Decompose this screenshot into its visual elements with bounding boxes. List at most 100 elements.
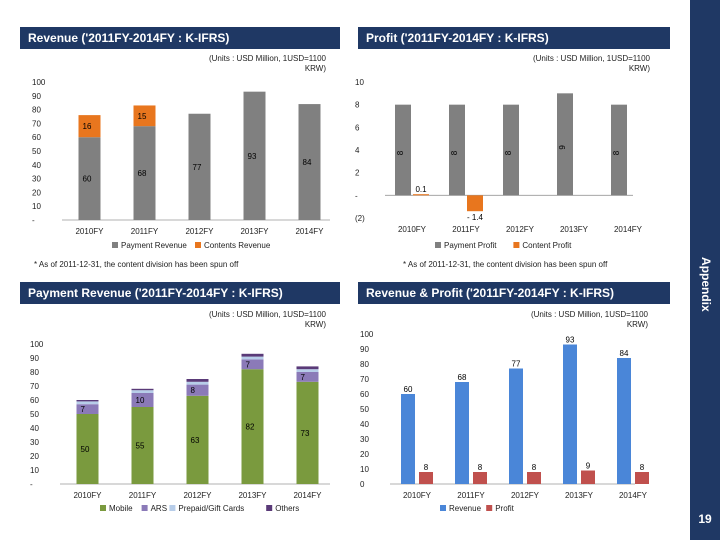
- y-tick-label: 30: [360, 435, 369, 444]
- x-tick-label: 2011FY: [452, 225, 480, 234]
- data-label: 84: [620, 349, 629, 358]
- y-tick-label: 8: [355, 101, 360, 110]
- data-label: 60: [404, 385, 413, 394]
- bar-2010FY-revenue: [401, 394, 415, 484]
- data-label: 0.1: [415, 185, 427, 194]
- bar-2011FY-payment-revenue: [133, 126, 156, 220]
- bar-2013FY-ars: [241, 359, 264, 370]
- bar-2013FY-mobile: [241, 369, 264, 484]
- data-label: 93: [566, 336, 575, 345]
- y-tick-label: 0: [360, 480, 365, 489]
- bar-2012FY-payment-revenue: [188, 113, 211, 220]
- y-tick-label: 50: [30, 410, 39, 419]
- bar-2011FY-ars: [131, 393, 154, 407]
- bar-2010FY-payment-revenue: [78, 137, 101, 220]
- legend-label: Revenue: [449, 504, 482, 513]
- legend-swatch: [141, 505, 148, 511]
- bar-2012FY-prepaid-gift-cards: [186, 381, 209, 385]
- bar-2011FY-payment-profit: [449, 104, 465, 196]
- y-tick-label: 70: [32, 119, 41, 128]
- bar-2012FY-payment-profit: [503, 104, 519, 196]
- data-label: 8: [640, 463, 645, 472]
- x-tick-label: 2014FY: [614, 225, 643, 234]
- x-tick-label: 2010FY: [403, 491, 432, 500]
- revenue-profit-units-note: (Units : USD Million, 1USD=1100 KRW): [530, 310, 648, 329]
- legend-label: Payment Profit: [444, 241, 497, 250]
- data-label: 73: [301, 429, 310, 438]
- data-label: 8: [396, 150, 405, 155]
- bar-2014FY-payment-revenue: [298, 104, 321, 220]
- x-tick-label: 2010FY: [75, 227, 104, 236]
- y-tick-label: 10: [32, 202, 41, 211]
- bar-2011FY-contents-revenue: [133, 105, 156, 127]
- legend-swatch: [112, 242, 118, 248]
- data-label: 50: [81, 445, 90, 454]
- bar-2014FY-others: [296, 366, 319, 370]
- y-tick-label: 40: [32, 161, 41, 170]
- y-tick-label: 50: [360, 405, 369, 414]
- data-label: 93: [248, 152, 257, 161]
- data-label: 8: [450, 150, 459, 155]
- legend-label: Content Profit: [522, 241, 572, 250]
- data-label: 63: [191, 436, 200, 445]
- data-label: 8: [532, 463, 537, 472]
- y-tick-label: 90: [360, 345, 369, 354]
- x-tick-label: 2012FY: [183, 491, 212, 500]
- x-tick-label: 2012FY: [506, 225, 535, 234]
- bar-2010FY-ars: [76, 404, 99, 414]
- x-tick-label: 2012FY: [511, 491, 540, 500]
- legend-swatch: [195, 242, 201, 248]
- data-label: 68: [138, 169, 147, 178]
- y-tick-label: 20: [30, 452, 39, 461]
- data-label: 8: [612, 150, 621, 155]
- payment-revenue-units-note: (Units : USD Million, 1USD=1100 KRW): [208, 310, 326, 329]
- x-tick-label: 2011FY: [131, 227, 159, 236]
- bar-2012FY-profit: [527, 472, 541, 484]
- legend-label: Profit: [495, 504, 514, 513]
- y-tick-label: 70: [360, 375, 369, 384]
- bar-2012FY-revenue: [509, 368, 523, 484]
- legend-swatch: [513, 242, 520, 248]
- data-label: 60: [83, 175, 92, 184]
- data-label: 84: [303, 158, 312, 167]
- x-tick-label: 2013FY: [565, 491, 594, 500]
- legend-swatch: [440, 505, 446, 511]
- revenue-profit-chart-title: Revenue & Profit ('2011FY-2014FY : K-IFR…: [358, 282, 670, 304]
- bar-2010FY-contents-revenue: [78, 115, 101, 138]
- y-tick-label: 40: [360, 420, 369, 429]
- bar-2013FY-payment-profit: [557, 93, 573, 196]
- data-label: 8: [424, 463, 429, 472]
- y-tick-label: 50: [32, 147, 41, 156]
- data-label: - 1.4: [467, 213, 484, 222]
- profit-chart: (2) - 2 4 6 8 10 8 0.1 2010FY 8 - 1.4 2011FY 8 2012FY 9…: [355, 78, 643, 250]
- data-label: 7: [81, 405, 86, 414]
- bar-2013FY-prepaid-gift-cards: [241, 356, 264, 360]
- legend-label: Payment Revenue: [121, 241, 187, 250]
- y-tick-label: -: [30, 480, 33, 489]
- y-tick-label: 20: [360, 450, 369, 459]
- bar-2011FY-mobile: [131, 407, 154, 484]
- data-label: 9: [558, 145, 567, 150]
- x-tick-label: 2013FY: [240, 227, 269, 236]
- y-tick-label: -: [355, 191, 358, 200]
- data-label: 77: [193, 163, 202, 172]
- appendix-sidebar: [690, 0, 720, 540]
- x-tick-label: 2010FY: [73, 491, 102, 500]
- y-tick-label: 100: [30, 340, 44, 349]
- data-label: 8: [191, 386, 196, 395]
- x-tick-label: 2010FY: [398, 225, 427, 234]
- y-tick-label: 90: [30, 354, 39, 363]
- data-label: 77: [512, 360, 521, 369]
- data-label: 7: [301, 373, 306, 382]
- bar-2010FY-others: [76, 400, 99, 402]
- y-tick-label: 100: [360, 330, 374, 339]
- data-label: 7: [246, 360, 251, 369]
- revenue-profit-chart: 0 10 20 30 40 50 60 70 80 90 100 60 8 2010FY 68 8 2011FY…: [360, 330, 649, 513]
- x-tick-label: 2011FY: [129, 491, 157, 500]
- bar-2012FY-ars: [186, 384, 209, 396]
- y-tick-label: 90: [32, 92, 41, 101]
- y-tick-label: 100: [32, 78, 46, 87]
- y-tick-label: 80: [30, 368, 39, 377]
- y-tick-label: 80: [360, 360, 369, 369]
- data-label: 82: [246, 423, 255, 432]
